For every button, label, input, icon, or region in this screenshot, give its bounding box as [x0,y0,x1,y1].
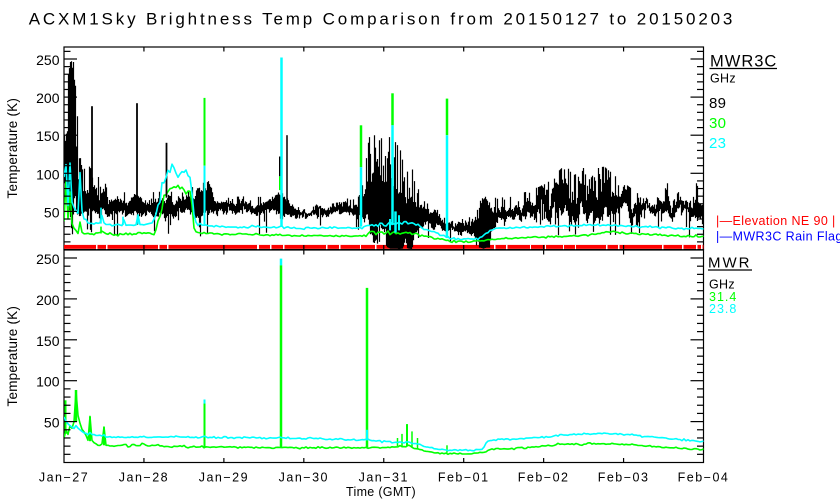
svg-text:31.4: 31.4 [709,290,737,304]
svg-text:150: 150 [36,128,60,144]
svg-text:Feb−02: Feb−02 [518,471,570,485]
svg-text:|—MWR3C Rain Flag: |—MWR3C Rain Flag [716,229,840,243]
svg-text:250: 250 [36,251,60,267]
svg-text:|—Elevation NE 90 |: |—Elevation NE 90 | [716,214,836,228]
svg-text:200: 200 [36,292,60,308]
svg-text:MWR: MWR [708,255,752,272]
svg-text:Time (GMT): Time (GMT) [346,485,416,499]
svg-text:Jan−30: Jan−30 [279,471,329,485]
svg-text:Temperature (K): Temperature (K) [5,306,20,407]
svg-text:Feb−03: Feb−03 [598,471,650,485]
svg-text:23.8: 23.8 [709,302,737,316]
svg-text:100: 100 [36,374,60,390]
svg-text:GHz: GHz [710,72,736,86]
svg-text:23: 23 [709,135,726,152]
svg-text:Jan−27: Jan−27 [39,471,89,485]
svg-text:Jan−29: Jan−29 [199,471,249,485]
svg-text:MWR3C: MWR3C [710,53,777,71]
svg-text:Feb−01: Feb−01 [438,471,490,485]
svg-text:Jan−28: Jan−28 [119,471,169,485]
svg-text:89: 89 [709,95,726,112]
svg-text:200: 200 [36,90,60,106]
svg-text:GHz: GHz [709,277,735,291]
svg-text:30: 30 [709,115,726,132]
svg-text:Temperature (K): Temperature (K) [5,98,20,199]
svg-text:ACXM1Sky Brightness Temp Compa: ACXM1Sky Brightness Temp Comparison from… [29,9,736,28]
svg-text:Feb−04: Feb−04 [678,471,730,485]
svg-text:50: 50 [44,204,60,220]
svg-text:250: 250 [36,52,60,68]
svg-text:100: 100 [36,166,60,182]
svg-text:Jan−31: Jan−31 [359,471,409,485]
svg-text:50: 50 [44,415,60,431]
svg-text:150: 150 [36,333,60,349]
